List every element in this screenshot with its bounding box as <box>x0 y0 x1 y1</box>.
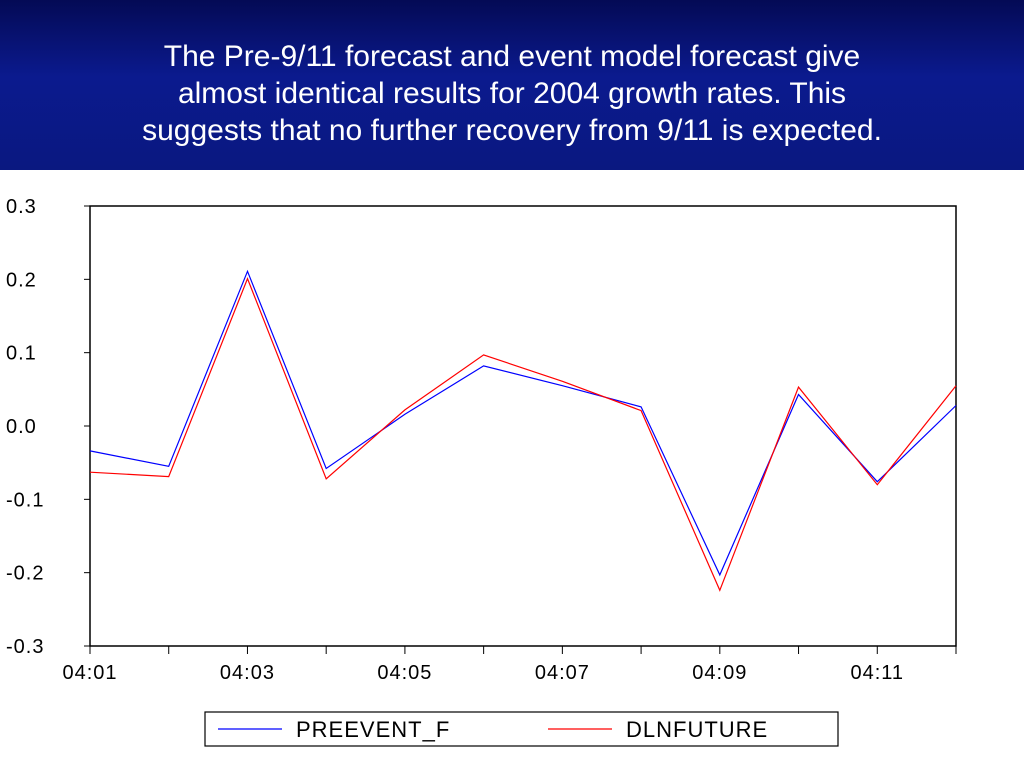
x-tick-label: 04:11 <box>850 662 904 684</box>
x-tick-label: 04:01 <box>62 662 117 684</box>
x-tick-label: 04:07 <box>535 662 590 684</box>
series-layer <box>89 269 957 592</box>
y-tick-label: -0.2 <box>6 563 44 585</box>
title-banner: The Pre-9/11 forecast and event model fo… <box>0 0 1024 170</box>
legend-label-preevent-f: PREEVENT_F <box>296 717 450 742</box>
y-tick-label: 0.3 <box>6 196 37 218</box>
series-line-dlnfuture <box>89 276 957 592</box>
x-tick-label: 04:09 <box>692 662 747 684</box>
legend: PREEVENT_F DLNFUTURE <box>204 711 839 747</box>
x-tick-label: 04:03 <box>220 662 275 684</box>
x-axis: 04:01 04:03 04:05 04:07 04:09 04:11 <box>62 646 957 684</box>
x-tick-label: 04:05 <box>377 662 432 684</box>
series-line-preevent-f <box>89 269 957 577</box>
y-tick-label: -0.1 <box>6 489 44 511</box>
y-axis: 0.3 0.2 0.1 0.0 -0.1 -0.2 -0.3 <box>6 196 90 658</box>
legend-label-dlnfuture: DLNFUTURE <box>626 717 768 742</box>
plot-frame <box>89 205 957 647</box>
y-tick-label: 0.1 <box>6 343 37 365</box>
slide-title: The Pre-9/11 forecast and event model fo… <box>142 40 882 147</box>
y-tick-label: -0.3 <box>6 636 44 658</box>
y-tick-label: 0.2 <box>6 269 37 291</box>
legend-box <box>204 711 839 747</box>
line-chart: 0.3 0.2 0.1 0.0 -0.1 -0.2 -0.3 04:01 04:03 04:05… <box>6 196 957 747</box>
y-tick-label: 0.0 <box>6 416 37 438</box>
